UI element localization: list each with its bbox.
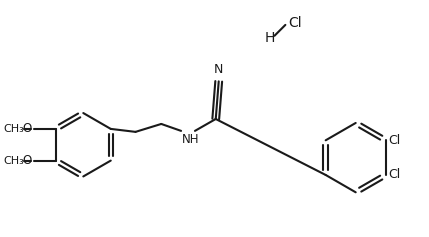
Text: O: O bbox=[23, 154, 32, 167]
Text: NH: NH bbox=[182, 133, 199, 146]
Text: O: O bbox=[23, 122, 32, 135]
Text: Cl: Cl bbox=[389, 134, 401, 147]
Text: CH₃: CH₃ bbox=[3, 124, 24, 134]
Text: N: N bbox=[214, 64, 224, 76]
Text: Cl: Cl bbox=[389, 169, 401, 182]
Text: CH₃: CH₃ bbox=[3, 156, 24, 166]
Text: Cl: Cl bbox=[288, 16, 302, 30]
Text: H: H bbox=[264, 31, 275, 45]
